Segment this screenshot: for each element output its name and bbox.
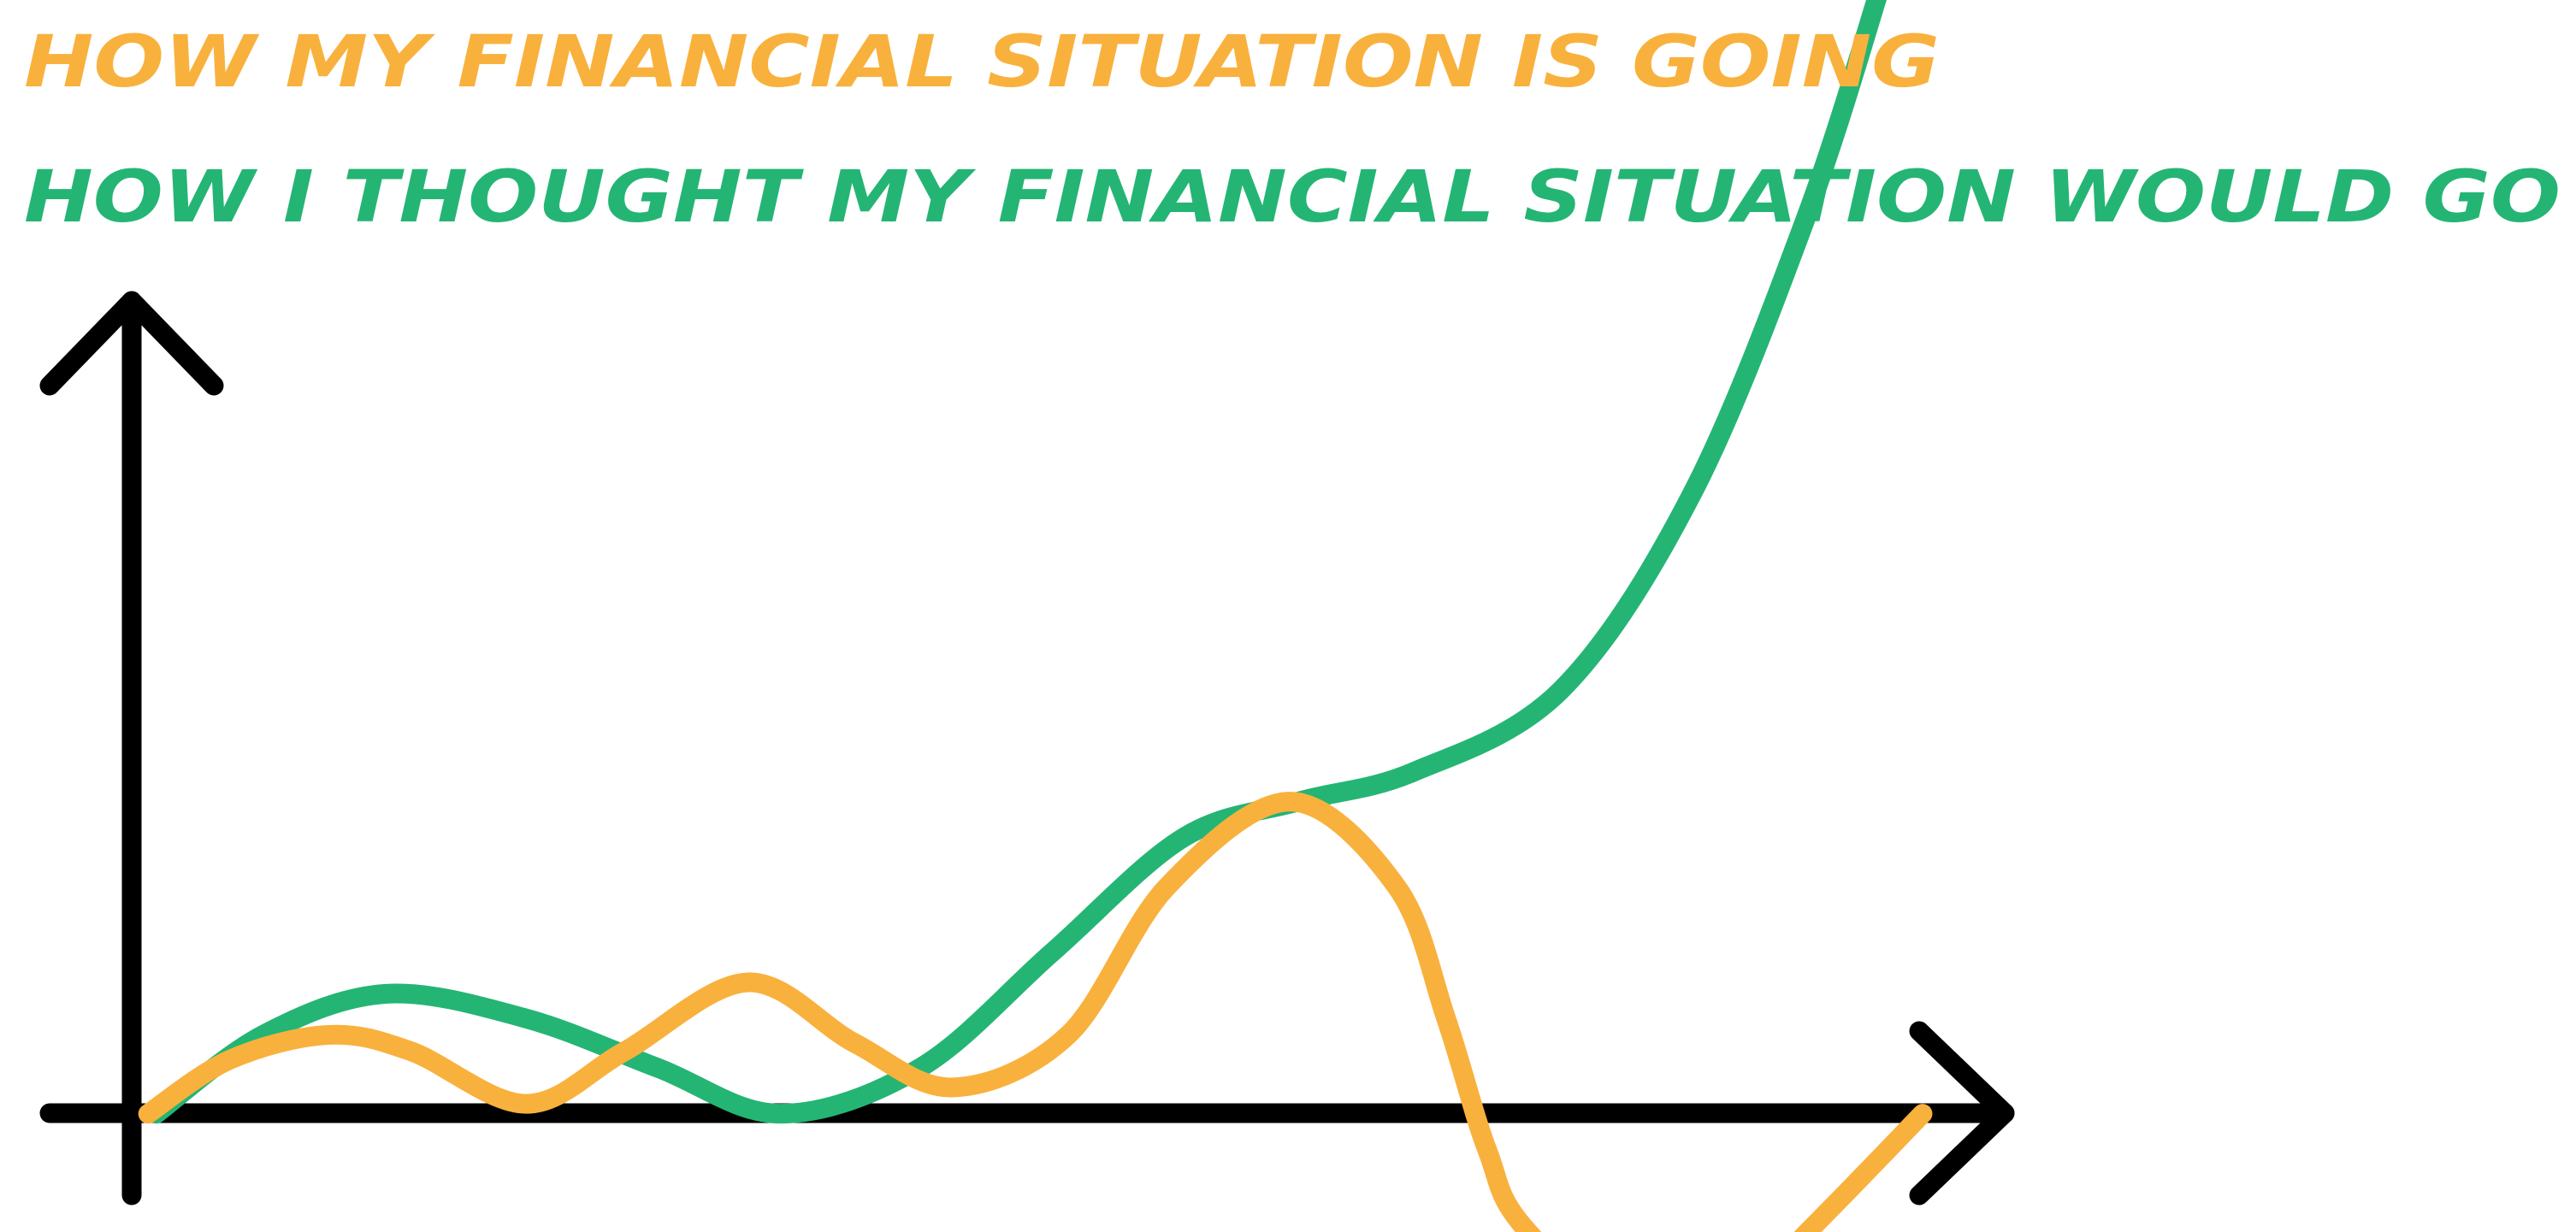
curves: [138, 0, 1933, 1232]
line: [138, 792, 1933, 1232]
legend-entry: How my financial situation is going: [24, 20, 1940, 103]
legend-entry: How I thought my financial situation wou…: [24, 155, 2561, 239]
line: [146, 0, 1887, 1124]
x-axis-arrow: [1909, 1021, 2015, 1205]
y-axis-arrow: [39, 291, 224, 396]
axes: [39, 291, 2015, 1205]
